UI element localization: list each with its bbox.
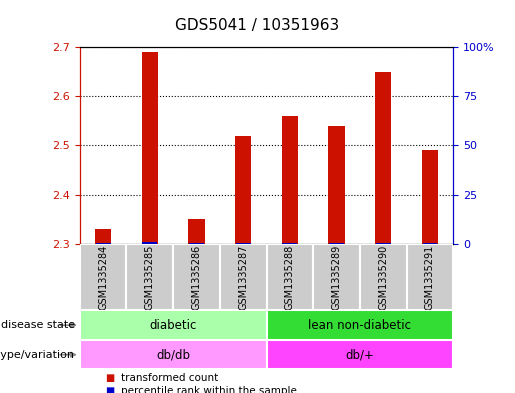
Bar xyxy=(422,243,437,244)
Text: lean non-diabetic: lean non-diabetic xyxy=(308,319,411,332)
Bar xyxy=(127,244,173,310)
Text: GSM1335287: GSM1335287 xyxy=(238,244,248,310)
Bar xyxy=(375,72,391,244)
Text: disease state: disease state xyxy=(1,320,75,330)
Bar xyxy=(189,243,204,244)
Text: diabetic: diabetic xyxy=(149,319,197,332)
Bar xyxy=(235,136,251,244)
Bar xyxy=(236,243,250,244)
Text: GSM1335290: GSM1335290 xyxy=(378,244,388,310)
Bar xyxy=(143,242,157,244)
Text: transformed count: transformed count xyxy=(121,373,218,383)
Bar xyxy=(267,340,453,369)
Text: db/db: db/db xyxy=(156,348,190,361)
Bar xyxy=(283,243,297,244)
Bar xyxy=(267,310,453,340)
Bar xyxy=(80,244,127,310)
Text: GSM1335286: GSM1335286 xyxy=(192,244,201,310)
Text: GSM1335284: GSM1335284 xyxy=(98,244,108,310)
Bar xyxy=(95,229,111,244)
Text: genotype/variation: genotype/variation xyxy=(0,350,75,360)
Bar xyxy=(329,243,344,244)
Bar xyxy=(188,219,204,244)
Bar xyxy=(329,126,345,244)
Bar xyxy=(376,242,390,244)
Text: GSM1335289: GSM1335289 xyxy=(332,244,341,310)
Text: GSM1335291: GSM1335291 xyxy=(425,244,435,310)
Text: GSM1335285: GSM1335285 xyxy=(145,244,155,310)
Bar xyxy=(422,150,438,244)
Text: percentile rank within the sample: percentile rank within the sample xyxy=(121,386,297,393)
Bar xyxy=(80,310,267,340)
Bar xyxy=(406,244,453,310)
Text: GSM1335288: GSM1335288 xyxy=(285,244,295,310)
Bar xyxy=(360,244,406,310)
Text: GDS5041 / 10351963: GDS5041 / 10351963 xyxy=(176,18,339,33)
Text: db/+: db/+ xyxy=(346,348,374,361)
Text: ■: ■ xyxy=(106,373,115,383)
Bar xyxy=(313,244,360,310)
Bar xyxy=(220,244,267,310)
Bar xyxy=(96,243,111,244)
Bar xyxy=(173,244,220,310)
Bar xyxy=(267,244,313,310)
Bar xyxy=(282,116,298,244)
Bar xyxy=(80,340,267,369)
Bar xyxy=(142,52,158,244)
Text: ■: ■ xyxy=(106,386,115,393)
